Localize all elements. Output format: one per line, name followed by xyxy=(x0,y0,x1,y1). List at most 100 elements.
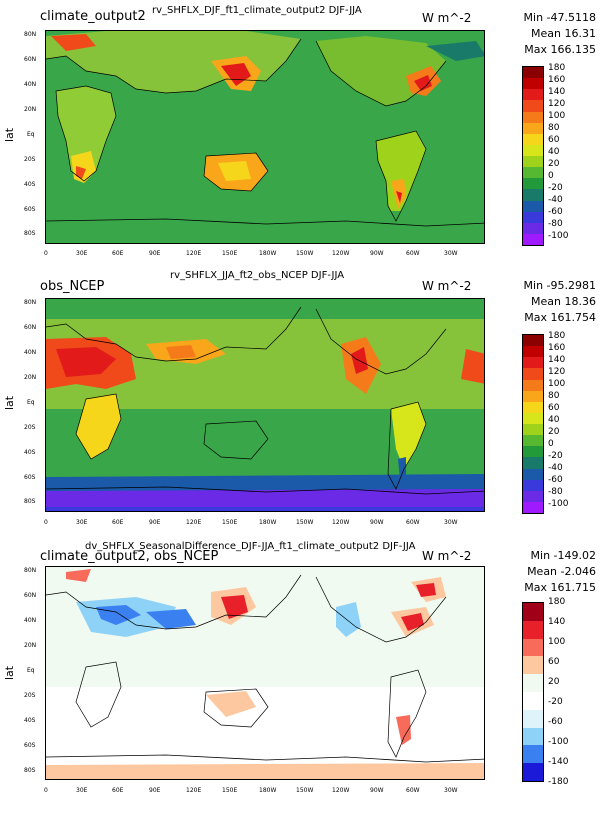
lat-tick: 80S xyxy=(24,230,36,237)
stat-mean: Mean 16.31 xyxy=(531,27,596,40)
colorbar-segment xyxy=(523,144,543,156)
colorbar-segment xyxy=(523,745,543,764)
lon-tick: 90W xyxy=(370,250,384,257)
map-plot xyxy=(45,566,485,780)
lon-tick: 30W xyxy=(444,250,458,257)
map-field xyxy=(46,299,484,511)
colorbar-label: 60 xyxy=(548,657,560,667)
colorbar-segment xyxy=(523,111,543,123)
lat-tick: 40S xyxy=(24,181,36,188)
colorbar xyxy=(522,602,544,782)
lon-tick: 180W xyxy=(259,787,277,794)
colorbar-segment xyxy=(523,691,543,710)
colorbar-label: 180 xyxy=(548,63,566,73)
units-label: W m^-2 xyxy=(422,549,472,563)
lon-tick: 60E xyxy=(112,519,124,526)
lon-tick: 0 xyxy=(44,519,48,526)
lon-tick: 150W xyxy=(296,519,314,526)
colorbar-label: 180 xyxy=(548,597,566,607)
lon-tick: 150E xyxy=(222,250,238,257)
y-axis-label: lat xyxy=(3,665,16,680)
colorbar-label: -100 xyxy=(548,737,569,747)
panel-name: obs_NCEP xyxy=(40,279,105,294)
colorbar-segment xyxy=(523,167,543,179)
lon-tick: 60E xyxy=(112,787,124,794)
lon-tick: 180W xyxy=(259,250,277,257)
map-field xyxy=(46,567,484,779)
colorbar-label: 40 xyxy=(548,415,560,425)
colorbar-segment xyxy=(523,656,543,675)
lon-tick: 90E xyxy=(149,519,161,526)
colorbar-segment xyxy=(523,412,543,424)
panel-name: climate_output2, obs_NCEP xyxy=(40,549,219,564)
panel-title: dv_SHFLX_SeasonalDifference_DJF-JJA_ft1_… xyxy=(85,541,416,552)
colorbar-segment xyxy=(523,379,543,391)
stat-mean: Mean -2.046 xyxy=(527,565,596,578)
lat-tick: 80S xyxy=(24,498,36,505)
lon-tick: 120W xyxy=(332,787,350,794)
colorbar-segment xyxy=(523,233,543,245)
colorbar-label: 100 xyxy=(548,379,566,389)
stat-max: Max 161.754 xyxy=(524,311,596,324)
colorbar-segment xyxy=(523,763,543,781)
lon-tick: 90W xyxy=(370,787,384,794)
lat-tick: Eq xyxy=(27,667,35,674)
colorbar-label: 180 xyxy=(548,331,566,341)
lat-tick: 60S xyxy=(24,206,36,213)
colorbar-segment xyxy=(523,357,543,369)
lat-tick: 40N xyxy=(24,81,37,88)
colorbar-label: 40 xyxy=(548,147,560,157)
stat-max: Max 166.135 xyxy=(524,43,596,56)
lat-tick: 60S xyxy=(24,742,36,749)
colorbar-label: -60 xyxy=(548,717,563,727)
colorbar-label: 140 xyxy=(548,87,566,97)
colorbar-label: -60 xyxy=(548,475,563,485)
lat-tick: 40S xyxy=(24,449,36,456)
lon-tick: 60W xyxy=(406,519,420,526)
panel-title: rv_SHFLX_DJF_ft1_climate_output2 DJF-JJA xyxy=(152,5,362,16)
colorbar-label: 100 xyxy=(548,637,566,647)
colorbar-segment xyxy=(523,501,543,513)
lat-tick: 40N xyxy=(24,349,37,356)
colorbar-segment xyxy=(523,78,543,90)
stat-min: Min -47.5118 xyxy=(523,11,596,24)
colorbar-segment xyxy=(523,368,543,380)
lon-tick: 120W xyxy=(332,250,350,257)
colorbar-segment xyxy=(523,401,543,413)
colorbar-segment xyxy=(523,89,543,101)
lon-tick: 120E xyxy=(186,787,202,794)
stat-max: Max 161.715 xyxy=(524,581,596,594)
lon-tick: 90W xyxy=(370,519,384,526)
lat-tick: 60N xyxy=(24,592,37,599)
lon-tick: 30E xyxy=(76,519,88,526)
colorbar-label: -180 xyxy=(548,777,569,787)
colorbar-segment xyxy=(523,674,543,692)
colorbar xyxy=(522,66,544,246)
lon-tick: 60W xyxy=(406,787,420,794)
lon-tick: 150W xyxy=(296,250,314,257)
lon-tick: 30W xyxy=(444,519,458,526)
colorbar-label: 80 xyxy=(548,123,560,133)
panel-2: obs_NCEP rv_SHFLX_JJA_ft2_obs_NCEP DJF-J… xyxy=(0,270,606,538)
colorbar-segment xyxy=(523,67,543,79)
lon-tick: 30E xyxy=(76,250,88,257)
colorbar-label: 160 xyxy=(548,75,566,85)
lon-tick: 90E xyxy=(149,250,161,257)
lat-tick: 20N xyxy=(24,642,37,649)
stat-mean: Mean 18.36 xyxy=(531,295,596,308)
colorbar-label: 80 xyxy=(548,391,560,401)
colorbar-label: -80 xyxy=(548,487,563,497)
lat-tick: 40S xyxy=(24,717,36,724)
colorbar-label: -140 xyxy=(548,757,569,767)
colorbar-segment xyxy=(523,122,543,134)
colorbar-label: -100 xyxy=(548,499,569,509)
y-axis-label: lat xyxy=(3,395,16,410)
panel-3: climate_output2, obs_NCEP dv_SHFLX_Seaso… xyxy=(0,540,606,808)
panel-title: rv_SHFLX_JJA_ft2_obs_NCEP DJF-JJA xyxy=(170,270,345,281)
colorbar-label: -20 xyxy=(548,697,563,707)
colorbar-segment xyxy=(523,346,543,358)
lon-tick: 150E xyxy=(222,787,238,794)
colorbar-segment xyxy=(523,457,543,469)
colorbar-label: 60 xyxy=(548,135,560,145)
colorbar-label: -100 xyxy=(548,231,569,241)
